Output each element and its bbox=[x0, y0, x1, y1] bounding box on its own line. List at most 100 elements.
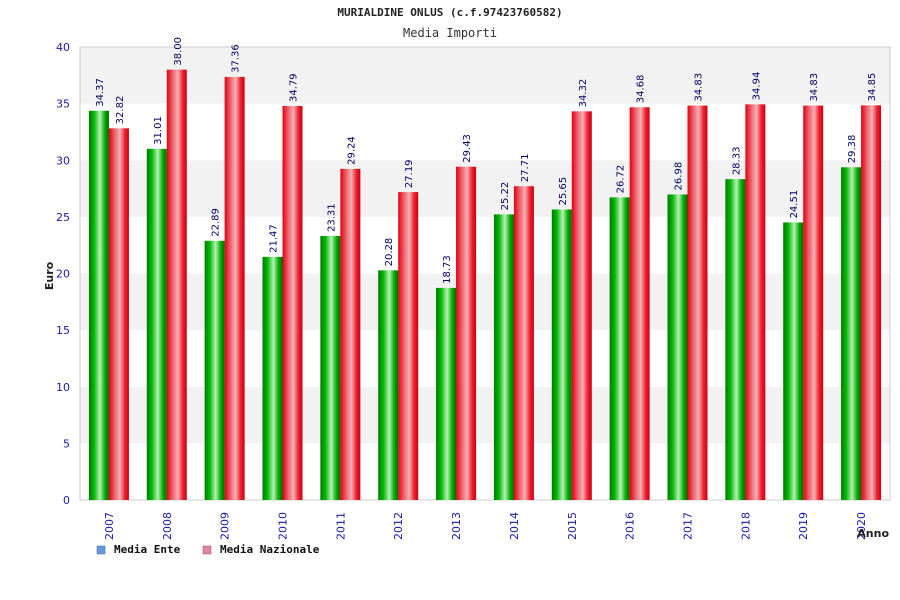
data-label-media-ente: 25.65 bbox=[558, 177, 569, 206]
bar-media-ente bbox=[88, 110, 109, 500]
bar-media-nazionale bbox=[571, 111, 592, 501]
data-label-media-ente: 18.73 bbox=[442, 255, 453, 284]
bar-media-ente bbox=[551, 209, 572, 501]
data-label-media-nazionale: 27.19 bbox=[404, 159, 415, 188]
data-label-media-ente: 34.37 bbox=[95, 78, 106, 107]
data-label-media-nazionale: 27.71 bbox=[520, 154, 531, 183]
data-label-media-nazionale: 38.00 bbox=[173, 37, 184, 66]
bar-media-ente bbox=[841, 167, 862, 501]
value-labels-layer: 34.37 32.82 31.01 38.00 22.89 37.36 21.47 34.79… bbox=[95, 37, 878, 284]
data-label-media-nazionale: 32.82 bbox=[115, 96, 126, 125]
bar-media-nazionale bbox=[340, 168, 361, 500]
x-tick-label: 2011 bbox=[334, 512, 347, 540]
y-tick-label: 5 bbox=[63, 437, 70, 450]
y-tick-label: 30 bbox=[56, 154, 70, 167]
data-label-media-nazionale: 34.85 bbox=[867, 73, 878, 102]
x-axis-title: Anno bbox=[857, 527, 889, 540]
x-tick-label: 2009 bbox=[219, 512, 232, 540]
x-tick-label: 2013 bbox=[450, 512, 463, 540]
data-label-media-nazionale: 34.83 bbox=[694, 73, 705, 102]
x-tick-label: 2016 bbox=[624, 512, 637, 540]
grid-band bbox=[80, 47, 890, 104]
bar-media-ente bbox=[320, 236, 341, 500]
bar-media-nazionale bbox=[861, 105, 882, 500]
legend-item-media-nazionale: Media Nazionale bbox=[202, 543, 320, 556]
bar-media-ente bbox=[146, 148, 167, 500]
x-tick-label: 2010 bbox=[277, 512, 290, 540]
data-label-media-ente: 20.28 bbox=[384, 238, 395, 267]
x-tick-label: 2007 bbox=[103, 512, 116, 540]
y-tick-label: 10 bbox=[56, 381, 70, 394]
data-label-media-ente: 22.89 bbox=[211, 208, 222, 237]
bar-media-nazionale bbox=[224, 76, 245, 500]
x-tick-label: 2018 bbox=[739, 512, 752, 540]
data-label-media-nazionale: 34.68 bbox=[636, 75, 647, 104]
bar-media-ente bbox=[204, 240, 225, 500]
chart-subtitle: Media Importi bbox=[403, 26, 497, 40]
bar-media-nazionale bbox=[166, 69, 187, 501]
x-tick-label: 2014 bbox=[508, 512, 521, 540]
data-label-media-nazionale: 37.36 bbox=[231, 44, 242, 73]
data-label-media-ente: 25.22 bbox=[500, 182, 511, 211]
plot-frame bbox=[79, 46, 891, 501]
data-label-media-nazionale: 34.94 bbox=[751, 72, 762, 101]
x-tick-label: 2015 bbox=[566, 512, 579, 540]
bar-media-nazionale bbox=[687, 105, 708, 501]
data-label-media-ente: 26.72 bbox=[616, 165, 627, 194]
y-axis-ticks: 0 5 10 15 20 25 30 35 40 bbox=[56, 41, 70, 507]
data-label-media-ente: 29.38 bbox=[847, 135, 858, 164]
bar-media-ente bbox=[436, 287, 457, 500]
grid-band bbox=[80, 330, 890, 387]
grid-band bbox=[80, 216, 890, 274]
data-label-media-ente: 31.01 bbox=[153, 116, 164, 145]
bar-media-ente bbox=[725, 179, 746, 500]
bar-media-nazionale bbox=[629, 107, 650, 501]
bars-layer bbox=[88, 69, 882, 501]
bar-media-nazionale bbox=[398, 192, 419, 501]
y-tick-label: 20 bbox=[56, 268, 70, 281]
legend-swatch-media-ente bbox=[96, 545, 106, 555]
chart-title: MURIALDINE ONLUS (c.f.97423760582) bbox=[337, 6, 562, 19]
bar-media-ente bbox=[493, 214, 514, 501]
grid-band bbox=[80, 160, 890, 217]
x-tick-label: 2017 bbox=[682, 512, 695, 540]
x-axis-ticks: 2007 2008 2009 2010 2011 2012 2013 2014 2015 2016… bbox=[103, 512, 868, 540]
legend-swatch-media-nazionale bbox=[202, 545, 212, 555]
data-label-media-nazionale: 34.32 bbox=[578, 79, 589, 108]
legend-label-media-ente: Media Ente bbox=[114, 543, 181, 556]
grid-band bbox=[80, 103, 890, 161]
legend-item-media-ente: Media Ente bbox=[96, 543, 181, 556]
grid-band bbox=[80, 273, 890, 331]
x-tick-label: 2012 bbox=[392, 512, 405, 540]
data-label-media-ente: 28.33 bbox=[731, 147, 742, 176]
y-tick-label: 40 bbox=[56, 41, 70, 54]
bar-media-nazionale bbox=[513, 186, 534, 500]
grid-band bbox=[80, 443, 890, 500]
data-label-media-nazionale: 29.43 bbox=[462, 134, 473, 163]
x-tick-label: 2008 bbox=[161, 512, 174, 540]
data-label-media-ente: 23.31 bbox=[326, 203, 337, 232]
y-axis-title: Euro bbox=[43, 261, 56, 290]
y-tick-label: 35 bbox=[56, 98, 70, 111]
bar-media-nazionale bbox=[456, 166, 477, 500]
data-label-media-ente: 26.98 bbox=[674, 162, 685, 191]
bar-media-ente bbox=[609, 197, 630, 500]
legend: Media Ente Media Nazionale bbox=[96, 543, 320, 556]
bar-media-nazionale bbox=[282, 106, 303, 501]
data-label-media-ente: 24.51 bbox=[789, 190, 800, 219]
data-label-media-nazionale: 34.79 bbox=[289, 73, 300, 102]
y-tick-label: 0 bbox=[63, 494, 70, 507]
data-label-media-nazionale: 29.24 bbox=[346, 136, 357, 165]
plot-background bbox=[80, 47, 890, 500]
bar-media-ente bbox=[783, 222, 804, 500]
bar-media-ente bbox=[667, 194, 688, 500]
bar-media-nazionale bbox=[108, 128, 129, 500]
x-tick-label: 2020 bbox=[855, 512, 868, 540]
legend-label-media-nazionale: Media Nazionale bbox=[220, 543, 320, 556]
bar-media-nazionale bbox=[803, 105, 824, 501]
bar-media-ente bbox=[262, 256, 283, 500]
data-label-media-ente: 21.47 bbox=[269, 224, 280, 253]
bar-media-nazionale bbox=[745, 104, 766, 500]
y-tick-label: 25 bbox=[56, 211, 70, 224]
